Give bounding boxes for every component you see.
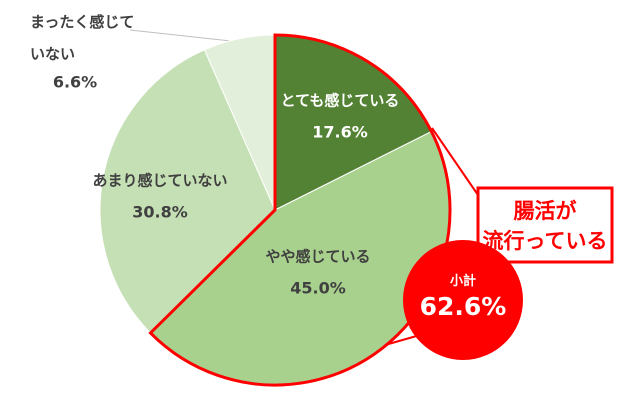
- callout-line: [431, 127, 479, 196]
- leader-line: [129, 29, 241, 43]
- category-label: とても感じている: [280, 91, 400, 110]
- annotation-text: 腸活が: [513, 199, 577, 223]
- category-label: まったく感じていない: [30, 13, 135, 63]
- value-label: 45.0%: [290, 278, 346, 298]
- value-label: 6.6%: [52, 72, 98, 92]
- annotation-text: 流行っている: [482, 229, 608, 253]
- subtotal-label: 小計: [449, 274, 476, 289]
- annotation-box: [476, 186, 614, 264]
- pie: [99, 33, 452, 387]
- category-label: やや感じている: [265, 247, 371, 266]
- pie-slice: [99, 49, 276, 334]
- callout-line: [384, 334, 421, 346]
- value-label: 30.8%: [132, 202, 188, 222]
- subtotal-circle: [403, 240, 523, 360]
- value-label: 17.6%: [312, 122, 368, 142]
- subtotal-value: 62.6%: [419, 292, 507, 321]
- category-label: あまり感じていない: [92, 171, 228, 190]
